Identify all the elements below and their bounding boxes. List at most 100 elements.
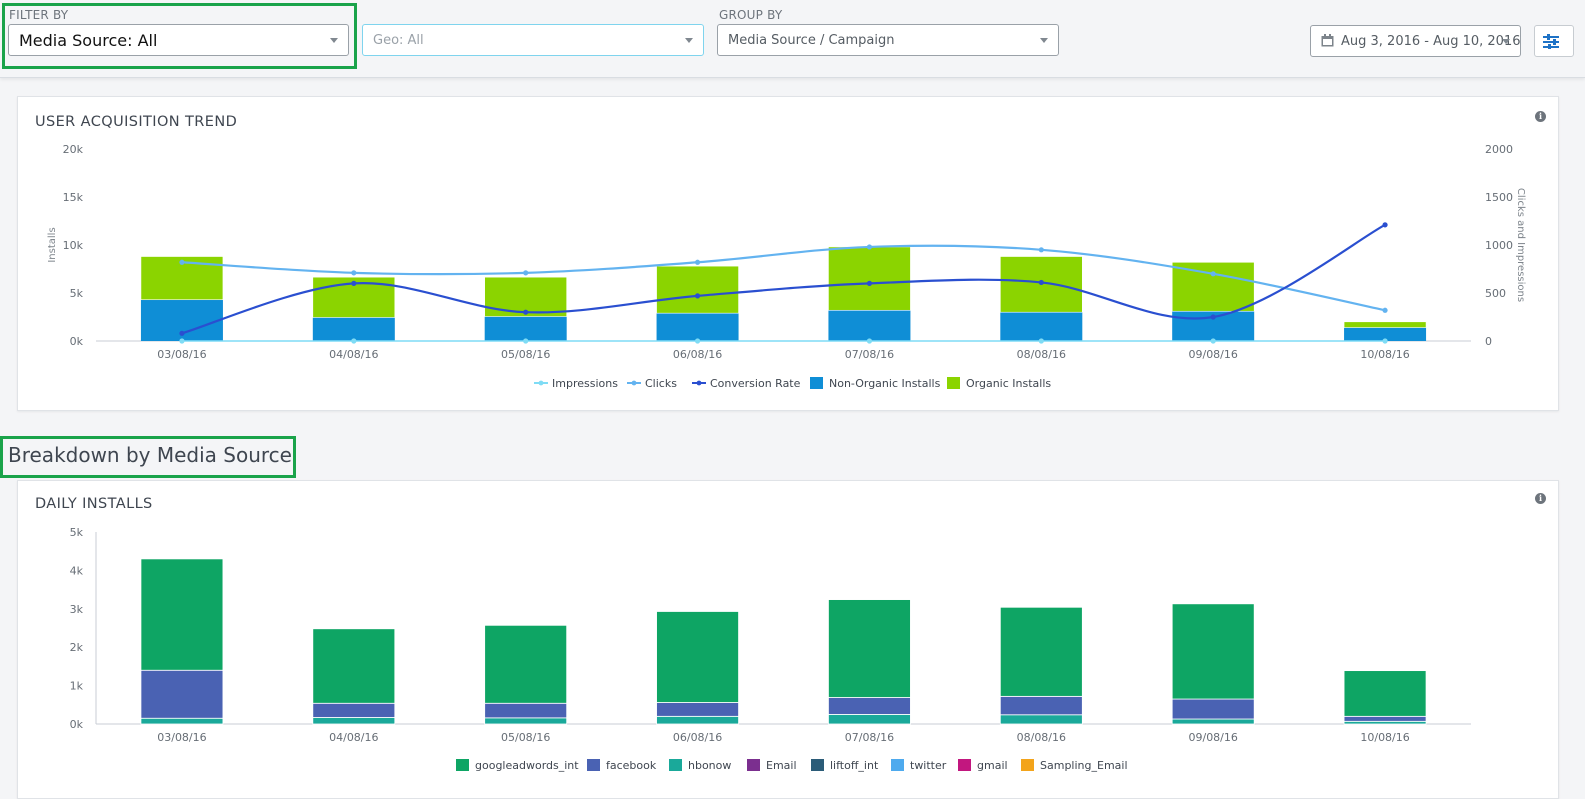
filter-by-label: FILTER BY — [9, 8, 69, 22]
point-impressions — [351, 338, 357, 344]
x-tick-label: 10/08/16 — [1360, 348, 1409, 361]
legend-label: hbonow — [688, 759, 731, 772]
bar-googleadwords-int — [484, 624, 568, 704]
breakdown-heading: Breakdown by Media Source — [8, 443, 292, 467]
point-impressions — [1210, 338, 1216, 344]
bar-facebook — [656, 702, 739, 717]
legend-swatch — [538, 380, 544, 386]
sliders-icon — [1543, 34, 1559, 49]
legend-label: twitter — [910, 759, 947, 772]
info-icon[interactable]: i — [1535, 111, 1546, 122]
info-icon[interactable]: i — [1535, 493, 1546, 504]
y2-axis-label: Clicks and Impressions — [1515, 188, 1526, 302]
x-tick-label: 04/08/16 — [329, 731, 378, 744]
point-conversion-rate — [866, 280, 873, 286]
point-conversion-rate — [694, 293, 701, 299]
daily-card-title: DAILY INSTALLS — [35, 496, 153, 512]
point-conversion-rate — [1382, 222, 1388, 228]
y-tick-label: 10k — [63, 239, 84, 252]
trend-card-title: USER ACQUISITION TREND — [35, 114, 238, 130]
media-source-value: Media Source: All — [19, 31, 158, 50]
x-tick-label: 03/08/16 — [157, 731, 206, 744]
chevron-down-icon — [1040, 38, 1048, 43]
bar-facebook — [1343, 715, 1427, 722]
legend-label: Sampling_Email — [1040, 759, 1128, 772]
bar-facebook — [140, 669, 224, 719]
group-by-value: Media Source / Campaign — [728, 33, 895, 48]
point-conversion-rate — [1210, 314, 1216, 320]
bar-googleadwords-int — [140, 558, 224, 671]
legend-swatch — [811, 759, 824, 771]
geo-value: Geo: All — [373, 33, 424, 48]
bar-organic-installs — [656, 265, 739, 314]
point-conversion-rate — [1038, 279, 1044, 286]
bar-googleadwords-int — [828, 599, 911, 698]
bar-facebook — [828, 697, 911, 715]
point-clicks — [694, 259, 701, 265]
date-range-picker[interactable]: Aug 3, 2016 - Aug 10, 2016 — [1310, 25, 1521, 57]
point-conversion-rate — [351, 280, 357, 286]
y-tick-label: 5k — [70, 287, 84, 300]
x-tick-label: 08/08/16 — [1017, 348, 1066, 361]
y-tick-label: 5k — [70, 526, 84, 539]
y2-tick-label: 2000 — [1485, 143, 1513, 156]
filter-bar: FILTER BY Media Source: All Geo: All GRO… — [0, 0, 1585, 78]
legend-swatch — [456, 759, 469, 771]
media-source-select[interactable]: Media Source: All — [8, 24, 349, 56]
bar-non-organic-installs — [484, 316, 567, 341]
bar-hbonow — [828, 714, 911, 725]
bar-hbonow — [1171, 718, 1255, 725]
point-impressions — [866, 338, 873, 344]
bar-non-organic-installs — [1000, 312, 1083, 341]
y2-tick-label: 0 — [1485, 335, 1492, 348]
legend-label: Non-Organic Installs — [829, 377, 941, 390]
bar-hbonow — [999, 714, 1083, 725]
chevron-down-icon — [685, 38, 693, 43]
settings-button[interactable] — [1534, 25, 1574, 57]
x-tick-label: 05/08/16 — [501, 348, 550, 361]
bar-facebook — [999, 695, 1083, 716]
x-tick-label: 08/08/16 — [1017, 731, 1066, 744]
bar-organic-installs — [1171, 261, 1255, 312]
legend-label: Organic Installs — [966, 377, 1051, 390]
y2-tick-label: 1500 — [1485, 191, 1513, 204]
legend-swatch — [696, 380, 702, 386]
legend-label: gmail — [977, 759, 1008, 772]
point-clicks — [351, 270, 357, 276]
bar-googleadwords-int — [1343, 670, 1427, 717]
point-impressions — [179, 338, 185, 344]
legend-swatch — [947, 377, 960, 389]
user-acquisition-trend-chart: 0k 5k 10k 15k 20k 0 500 1000 1500 2000 Installs Cli… — [47, 143, 1526, 390]
legend-label: liftoff_int — [830, 759, 879, 772]
daily-installs-card: DAILY INSTALLS i — [17, 480, 1559, 799]
bar-facebook — [312, 702, 396, 718]
legend-label: facebook — [606, 759, 657, 772]
point-clicks — [1038, 247, 1044, 253]
legend-swatch — [747, 759, 760, 771]
point-conversion-rate — [523, 309, 529, 315]
legend-swatch — [669, 759, 682, 771]
legend-label: Impressions — [552, 377, 618, 390]
bar-hbonow — [312, 717, 396, 725]
bar-facebook — [484, 702, 568, 719]
y-tick-label: 3k — [70, 603, 84, 616]
geo-select[interactable]: Geo: All — [362, 24, 704, 56]
bar-hbonow — [1343, 720, 1427, 725]
point-conversion-rate — [179, 330, 185, 336]
bar-non-organic-installs — [312, 317, 395, 341]
bar-googleadwords-int — [656, 611, 739, 703]
point-impressions — [1382, 338, 1388, 344]
x-tick-label: 09/08/16 — [1188, 731, 1237, 744]
legend-label: Clicks — [645, 377, 677, 390]
x-tick-label: 09/08/16 — [1188, 348, 1237, 361]
x-tick-label: 10/08/16 — [1360, 731, 1409, 744]
bar-hbonow — [484, 717, 568, 725]
x-tick-label: 03/08/16 — [157, 348, 206, 361]
line-clicks — [181, 244, 1386, 312]
group-by-select[interactable]: Media Source / Campaign — [717, 24, 1059, 56]
y2-tick-label: 500 — [1485, 287, 1506, 300]
bar-googleadwords-int — [312, 628, 396, 704]
y-tick-label: 4k — [70, 564, 84, 577]
point-clicks — [866, 244, 873, 250]
